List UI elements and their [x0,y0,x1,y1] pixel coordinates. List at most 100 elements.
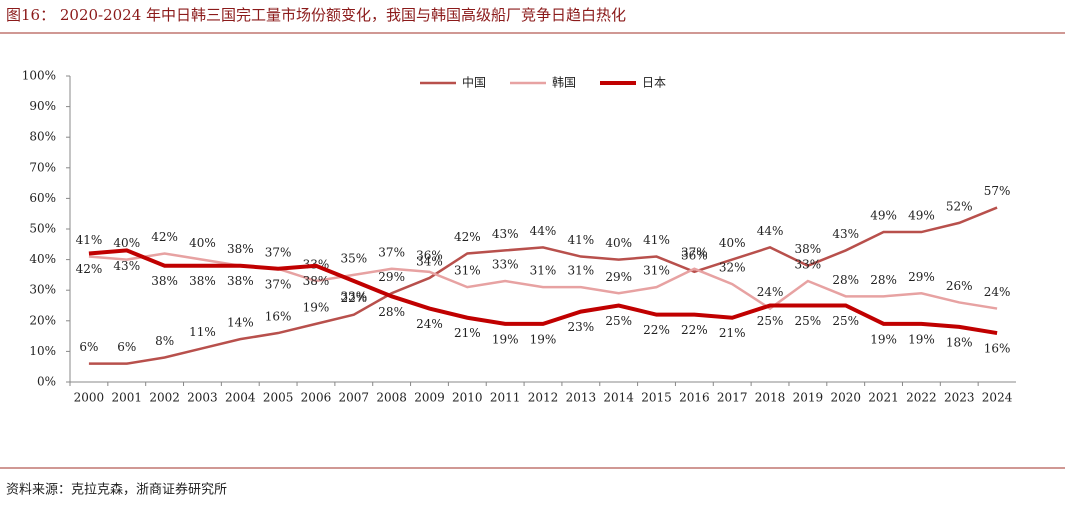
data-label: 33% [492,258,519,272]
x-tick-label: 2000 [74,391,105,405]
data-label: 32% [719,261,746,275]
data-label: 29% [605,270,632,284]
data-label: 41% [643,233,670,247]
data-label: 19% [303,300,330,314]
data-label: 40% [113,236,140,250]
data-label: 41% [568,233,595,247]
y-tick-label: 10% [29,344,56,358]
y-tick-label: 20% [29,313,56,327]
legend-label: 韩国 [552,75,576,90]
data-label: 42% [151,230,178,244]
data-label: 33% [795,258,822,272]
y-tick-label: 100% [22,69,56,83]
data-label: 35% [340,251,367,265]
data-label: 49% [870,209,897,223]
data-label: 22% [340,291,367,305]
data-label: 19% [870,332,897,346]
x-tick-label: 2023 [944,391,975,405]
data-label: 22% [643,323,670,337]
y-tick-label: 50% [29,222,56,236]
x-tick-label: 2020 [830,391,861,405]
data-label: 42% [454,230,481,244]
x-tick-label: 2006 [301,391,332,405]
data-label: 19% [492,332,519,346]
x-tick-label: 2007 [339,391,370,405]
data-label: 21% [454,326,481,340]
x-tick-label: 2013 [566,391,597,405]
data-label: 19% [530,332,557,346]
data-label: 36% [416,248,443,262]
data-label: 38% [189,274,216,288]
data-label: 37% [378,245,405,259]
data-label: 34% [416,254,443,268]
data-label: 14% [227,316,254,330]
data-label: 43% [492,227,519,241]
y-tick-label: 0% [37,375,56,389]
data-label: 22% [681,323,708,337]
data-label: 28% [870,273,897,287]
data-label: 31% [568,264,595,278]
data-label: 18% [946,335,973,349]
data-label: 6% [117,340,136,354]
data-label: 33% [340,290,367,304]
data-label: 28% [832,273,859,287]
data-label: 16% [265,310,292,324]
source: 资料来源：克拉克森，浙商证券研究所 [6,482,227,498]
data-label: 37% [681,245,708,259]
data-label: 37% [265,245,292,259]
legend-label: 中国 [462,75,486,90]
y-tick-label: 70% [29,160,56,174]
data-label: 25% [605,314,632,328]
y-tick-label: 90% [29,99,56,113]
data-label: 6% [79,340,98,354]
x-tick-label: 2019 [793,391,824,405]
y-tick-label: 60% [29,191,56,205]
data-label: 24% [984,285,1011,299]
x-tick-label: 2010 [452,391,483,405]
x-tick-label: 2014 [603,391,634,405]
data-label: 40% [719,236,746,250]
data-label: 29% [378,270,405,284]
x-tick-label: 2004 [225,391,256,405]
data-label: 38% [227,242,254,256]
data-label: 49% [908,209,935,223]
data-label: 36% [681,248,708,262]
data-label: 37% [265,277,292,291]
data-label: 25% [832,314,859,328]
data-label: 31% [643,264,670,278]
x-tick-label: 2008 [376,391,407,405]
data-label: 38% [303,274,330,288]
data-label: 31% [454,264,481,278]
x-tick-label: 2015 [641,391,672,405]
data-label: 25% [795,314,822,328]
data-label: 40% [189,236,216,250]
x-tick-label: 2001 [111,391,142,405]
x-tick-label: 2002 [149,391,180,405]
y-tick-label: 30% [29,283,56,297]
data-label: 8% [155,334,174,348]
x-tick-label: 2021 [868,391,899,405]
x-tick-label: 2017 [717,391,748,405]
x-tick-label: 2009 [414,391,445,405]
data-label: 16% [984,342,1011,356]
data-label: 26% [946,279,973,293]
data-label: 38% [151,274,178,288]
data-label: 11% [189,325,216,339]
x-tick-label: 2016 [679,391,710,405]
data-label: 24% [757,285,784,299]
data-label: 19% [908,332,935,346]
x-tick-label: 2022 [906,391,937,405]
data-label: 21% [719,326,746,340]
data-label: 43% [832,227,859,241]
data-label: 41% [76,233,103,247]
title: 图16： 2020-2024 年中日韩三国完工量市场份额变化，我国与韩国高级船厂… [6,6,626,24]
legend-label: 日本 [642,76,666,90]
data-label: 23% [568,320,595,334]
data-label: 29% [908,270,935,284]
data-label: 28% [378,305,405,319]
data-label: 52% [946,199,973,213]
data-label: 40% [605,236,632,250]
data-label: 57% [984,184,1011,198]
data-label: 44% [757,224,784,238]
x-tick-label: 2005 [263,391,294,405]
